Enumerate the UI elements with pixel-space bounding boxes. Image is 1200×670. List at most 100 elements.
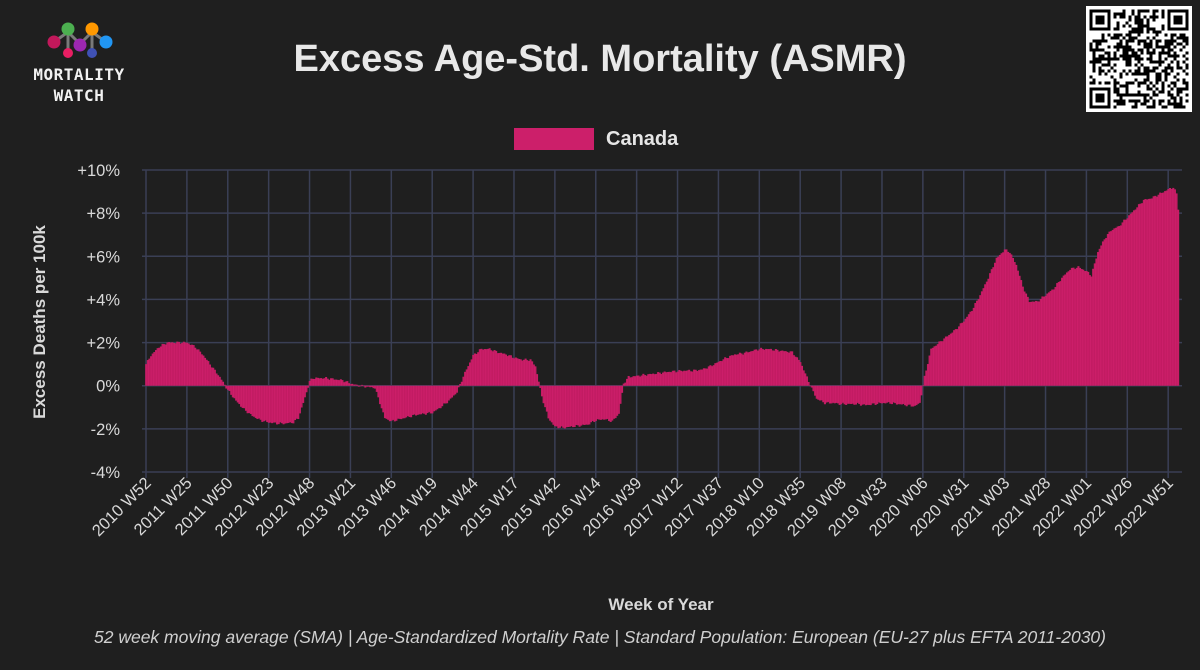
- qr-module: [1134, 54, 1138, 58]
- qr-module: [1134, 27, 1138, 31]
- qr-module: [1092, 81, 1096, 85]
- qr-module: [1182, 69, 1186, 73]
- qr-module: [1089, 42, 1093, 46]
- qr-module: [1113, 15, 1117, 19]
- qr-module: [1155, 30, 1159, 34]
- qr-module: [1161, 12, 1165, 16]
- chart-legend[interactable]: Canada: [514, 126, 678, 152]
- qr-module: [1170, 60, 1174, 64]
- qr-module: [1119, 12, 1123, 16]
- qr-module: [1158, 63, 1162, 67]
- qr-module: [1164, 42, 1168, 46]
- qr-module: [1113, 78, 1117, 82]
- qr-module: [1116, 102, 1120, 106]
- qr-module: [1146, 9, 1150, 13]
- qr-module: [1107, 57, 1111, 61]
- qr-module: [1161, 84, 1165, 88]
- legend-label-canada: Canada: [606, 127, 679, 150]
- qr-module: [1155, 87, 1159, 91]
- qr-module: [1116, 45, 1120, 49]
- qr-module: [1185, 87, 1189, 91]
- qr-module: [1170, 42, 1174, 46]
- qr-module: [1122, 69, 1126, 73]
- y-tick-label-6: -2%: [91, 421, 121, 439]
- qr-module: [1164, 66, 1168, 70]
- qr-module: [1152, 36, 1156, 40]
- qr-module: [1152, 99, 1156, 103]
- qr-module: [1125, 51, 1129, 55]
- qr-module: [1107, 69, 1111, 73]
- qr-module: [1158, 78, 1162, 82]
- qr-module: [1161, 69, 1165, 73]
- qr-module: [1122, 84, 1126, 88]
- qr-module: [1149, 45, 1153, 49]
- qr-module: [1146, 84, 1150, 88]
- qr-module: [1149, 57, 1153, 61]
- qr-module: [1134, 18, 1138, 22]
- qr-module: [1125, 84, 1129, 88]
- molecule-network-icon: [47, 22, 113, 58]
- qr-module: [1092, 69, 1096, 73]
- qr-module: [1101, 57, 1105, 61]
- qr-module: [1167, 48, 1171, 52]
- qr-module: [1116, 36, 1120, 40]
- qr-module: [1161, 99, 1165, 103]
- qr-module: [1182, 33, 1186, 37]
- qr-module: [1185, 66, 1189, 70]
- qr-module: [1113, 81, 1117, 85]
- qr-module: [1137, 66, 1141, 70]
- qr-module: [1176, 54, 1180, 58]
- qr-module: [1143, 45, 1147, 49]
- qr-module: [1122, 48, 1126, 52]
- qr-module: [1122, 54, 1126, 58]
- bar-week-475: [922, 385, 925, 387]
- qr-module: [1173, 57, 1177, 61]
- qr-module: [1119, 42, 1123, 46]
- qr-module: [1164, 69, 1168, 73]
- qr-module: [1146, 69, 1150, 73]
- qr-module: [1104, 81, 1108, 85]
- qr-module: [1155, 75, 1159, 79]
- qr-module: [1143, 93, 1147, 97]
- qr-module: [1098, 48, 1102, 52]
- qr-module: [1143, 9, 1147, 13]
- qr-module: [1158, 60, 1162, 64]
- qr-module: [1119, 96, 1123, 100]
- qr-module: [1143, 42, 1147, 46]
- qr-module: [1158, 39, 1162, 43]
- qr-module: [1149, 54, 1153, 58]
- qr-module: [1146, 78, 1150, 82]
- qr-module: [1122, 15, 1126, 19]
- bar-week-406: [809, 385, 812, 387]
- qr-module: [1155, 81, 1159, 85]
- qr-module: [1179, 42, 1183, 46]
- qr-module: [1170, 93, 1174, 97]
- qr-module: [1113, 99, 1117, 103]
- qr-module: [1128, 63, 1132, 67]
- qr-module: [1098, 39, 1102, 43]
- qr-module: [1125, 63, 1129, 67]
- qr-module: [1170, 102, 1174, 106]
- y-axis-ticks: +10% +8% +6% +4% +2% 0% -2% -4%: [77, 162, 120, 482]
- qr-code-icon[interactable]: [1086, 6, 1192, 112]
- qr-module: [1128, 30, 1132, 34]
- qr-module: [1098, 72, 1102, 76]
- qr-module: [1098, 60, 1102, 64]
- qr-module: [1161, 15, 1165, 19]
- qr-module: [1185, 51, 1189, 55]
- qr-module: [1152, 105, 1156, 109]
- qr-module: [1155, 9, 1159, 13]
- qr-module: [1146, 87, 1150, 91]
- mortality-watch-logo[interactable]: MORTALITY WATCH: [14, 18, 144, 110]
- qr-module: [1137, 69, 1141, 73]
- qr-module: [1176, 93, 1180, 97]
- qr-module: [1185, 99, 1189, 103]
- qr-module: [1155, 39, 1159, 43]
- qr-module: [1116, 24, 1120, 28]
- qr-module: [1092, 48, 1096, 52]
- qr-module: [1128, 81, 1132, 85]
- qr-module: [1107, 60, 1111, 64]
- qr-module: [1164, 51, 1168, 55]
- qr-module: [1122, 102, 1126, 106]
- qr-module: [1113, 45, 1117, 49]
